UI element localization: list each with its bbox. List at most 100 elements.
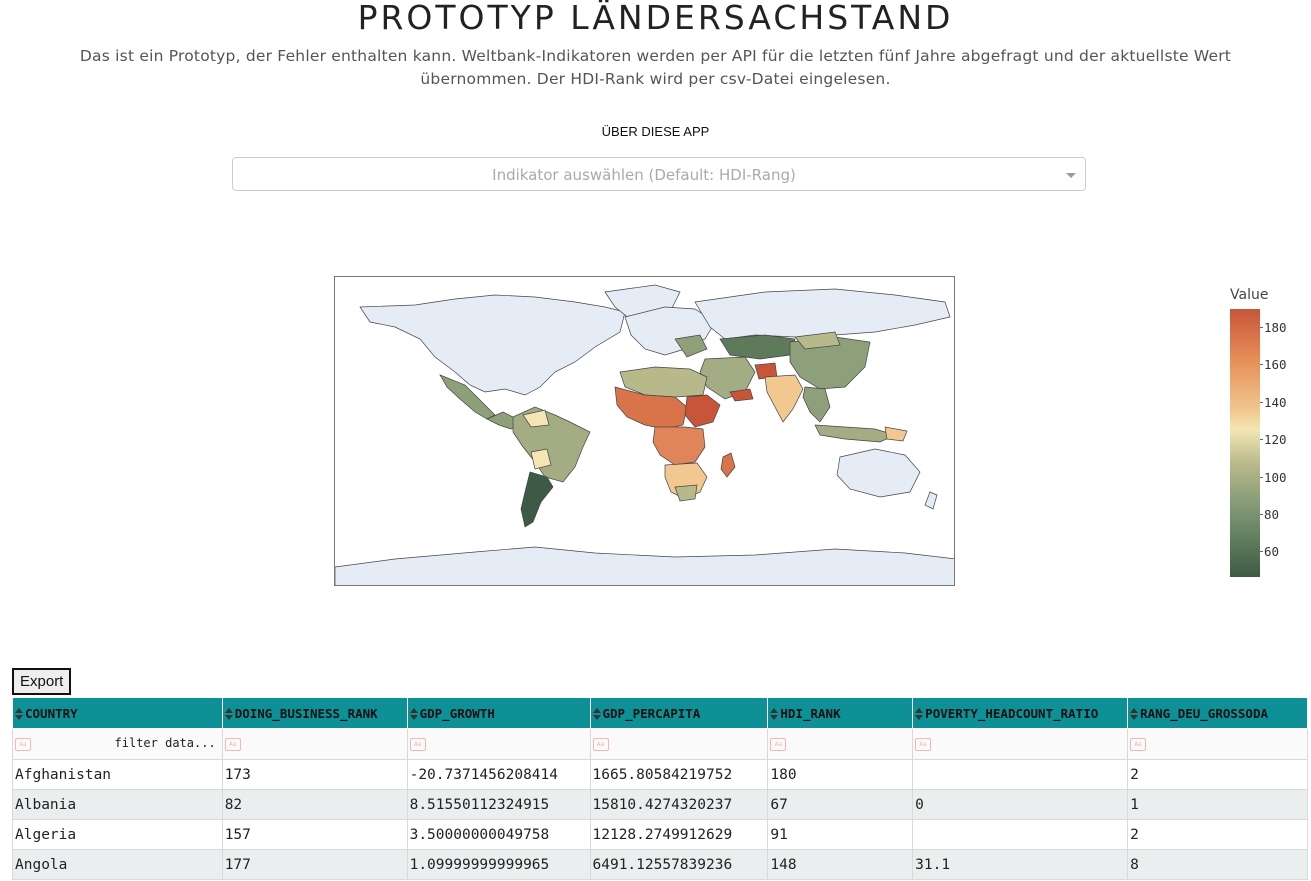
filter-cell[interactable]: Aa <box>767 728 914 760</box>
column-label: GDP_PERCAPITA <box>602 705 701 721</box>
table-header-row: COUNTRY DOING_BUSINESS_RANK GDP_GROWTH G… <box>12 697 1308 729</box>
description-line-2: übernommen. Der HDI-Rank wird per csv-Da… <box>420 70 891 88</box>
export-button[interactable]: Export <box>12 668 72 695</box>
sort-icon[interactable] <box>770 708 779 720</box>
sort-icon[interactable] <box>15 708 24 720</box>
cell-country[interactable]: Albania <box>12 789 223 820</box>
cell-country[interactable]: Afghanistan <box>12 759 223 790</box>
colorbar-tick: 60 <box>1259 544 1280 559</box>
filter-cell[interactable]: Aa <box>589 728 769 760</box>
sort-icon[interactable] <box>1130 708 1139 720</box>
colorbar-tick: 80 <box>1259 507 1280 522</box>
page-description: Das ist ein Prototyp, der Fehler enthalt… <box>60 45 1251 91</box>
cell-gdp-percapita[interactable]: 12128.2749912629 <box>589 819 769 850</box>
cell-poverty-headcount-ratio[interactable] <box>912 819 1129 850</box>
column-label: COUNTRY <box>25 705 78 721</box>
cell-country[interactable]: Angola <box>12 849 223 880</box>
cell-doing-business-rank[interactable]: 177 <box>221 849 408 880</box>
column-label: GDP_GROWTH <box>419 705 495 721</box>
map-region-china <box>789 336 871 390</box>
table-row[interactable]: Albania 82 8.51550112324915 15810.427432… <box>12 789 1308 820</box>
case-sensitive-icon[interactable]: Aa <box>592 737 609 751</box>
sort-icon[interactable] <box>224 708 234 720</box>
filter-cell[interactable]: Aa <box>406 728 591 760</box>
filter-cell[interactable]: Aa <box>1127 728 1308 760</box>
table-row[interactable]: Algeria 157 3.50000000049758 12128.27499… <box>12 819 1308 850</box>
filter-input[interactable]: filter data... <box>114 736 216 750</box>
column-label: DOING_BUSINESS_RANK <box>234 705 378 721</box>
colorbar-tick: 120 <box>1260 432 1287 447</box>
filter-cell[interactable]: Aa <box>912 728 1129 760</box>
cell-hdi-rank[interactable]: 67 <box>767 789 914 820</box>
cell-poverty-headcount-ratio[interactable]: 31.1 <box>912 849 1129 880</box>
cell-rang-deu-grossoda[interactable]: 1 <box>1127 789 1308 820</box>
column-header-poverty-headcount-ratio[interactable]: POVERTY_HEADCOUNT_RATIO <box>912 697 1129 729</box>
colorbar-tick: 140 <box>1260 395 1287 410</box>
map-region-north-america <box>359 294 626 396</box>
choropleth-world-map[interactable] <box>334 276 955 586</box>
cell-rang-deu-grossoda[interactable]: 2 <box>1127 819 1308 850</box>
sort-icon[interactable] <box>592 708 602 720</box>
about-app-link[interactable]: ÜBER DIESE APP <box>601 124 710 139</box>
chevron-down-icon[interactable] <box>1066 173 1076 178</box>
map-region-yemen <box>729 388 754 402</box>
column-label: RANG_DEU_GROSSODA <box>1140 705 1269 721</box>
cell-gdp-growth[interactable]: 1.09999999999965 <box>406 849 591 880</box>
map-region-new-zealand <box>924 491 938 510</box>
case-sensitive-icon[interactable]: Aa <box>1130 737 1147 751</box>
filter-cell-country[interactable]: Aa filter data... <box>12 728 223 760</box>
colorbar-tick: 180 <box>1260 320 1287 335</box>
cell-gdp-percapita[interactable]: 1665.80584219752 <box>589 759 769 790</box>
cell-rang-deu-grossoda[interactable]: 2 <box>1127 759 1308 790</box>
map-region-australia <box>836 448 921 498</box>
description-line-1: Das ist ein Prototyp, der Fehler enthalt… <box>79 47 1232 65</box>
cell-gdp-growth[interactable]: -20.7371456208414 <box>406 759 591 790</box>
cell-gdp-percapita[interactable]: 15810.4274320237 <box>589 789 769 820</box>
case-sensitive-icon[interactable]: Aa <box>224 737 241 751</box>
colorbar-tick: 100 <box>1260 470 1287 485</box>
cell-rang-deu-grossoda[interactable]: 8 <box>1127 849 1308 880</box>
cell-gdp-growth[interactable]: 8.51550112324915 <box>406 789 591 820</box>
filter-cell[interactable]: Aa <box>221 728 408 760</box>
column-header-gdp-percapita[interactable]: GDP_PERCAPITA <box>589 697 769 729</box>
colorbar <box>1230 309 1260 577</box>
column-header-country[interactable]: COUNTRY <box>12 697 223 729</box>
column-header-hdi-rank[interactable]: HDI_RANK <box>767 697 914 729</box>
map-region-india <box>764 374 804 423</box>
map-region-southeast-asia <box>802 386 831 423</box>
case-sensitive-icon[interactable]: Aa <box>15 737 31 751</box>
sort-icon[interactable] <box>409 708 419 720</box>
column-header-rang-deu-grossoda[interactable]: RANG_DEU_GROSSODA <box>1127 697 1308 729</box>
indicator-select-placeholder: Indikator auswählen (Default: HDI-Rang) <box>492 166 796 184</box>
cell-poverty-headcount-ratio[interactable] <box>912 759 1129 790</box>
sort-icon[interactable] <box>915 708 924 720</box>
cell-doing-business-rank[interactable]: 157 <box>221 819 408 850</box>
map-region-mongolia <box>794 331 841 350</box>
column-header-doing-business-rank[interactable]: DOING_BUSINESS_RANK <box>221 697 408 729</box>
world-map-svg <box>335 277 954 585</box>
map-region-argentina <box>520 471 554 528</box>
indicator-select[interactable]: Indikator auswählen (Default: HDI-Rang) <box>232 157 1086 191</box>
table-row[interactable]: Angola 177 1.09999999999965 6491.1255783… <box>12 849 1308 880</box>
cell-hdi-rank[interactable]: 148 <box>767 849 914 880</box>
case-sensitive-icon[interactable]: Aa <box>770 737 787 751</box>
map-region-venezuela <box>522 409 550 428</box>
case-sensitive-icon[interactable]: Aa <box>409 737 426 751</box>
filter-row: Aa filter data... Aa Aa Aa Aa Aa Aa <box>12 728 1308 760</box>
case-sensitive-icon[interactable]: Aa <box>915 737 932 751</box>
table-row[interactable]: Afghanistan 173 -20.7371456208414 1665.8… <box>12 759 1308 790</box>
cell-gdp-growth[interactable]: 3.50000000049758 <box>406 819 591 850</box>
cell-hdi-rank[interactable]: 91 <box>767 819 914 850</box>
map-region-papua <box>884 426 908 442</box>
map-region-eastern-europe <box>674 334 708 358</box>
map-region-madagascar <box>720 452 736 478</box>
column-header-gdp-growth[interactable]: GDP_GROWTH <box>406 697 591 729</box>
cell-poverty-headcount-ratio[interactable]: 0 <box>912 789 1129 820</box>
cell-doing-business-rank[interactable]: 173 <box>221 759 408 790</box>
map-region-antarctica <box>335 546 954 585</box>
cell-gdp-percapita[interactable]: 6491.12557839236 <box>589 849 769 880</box>
map-region-bolivia <box>530 448 552 470</box>
cell-country[interactable]: Algeria <box>12 819 223 850</box>
cell-doing-business-rank[interactable]: 82 <box>221 789 408 820</box>
cell-hdi-rank[interactable]: 180 <box>767 759 914 790</box>
